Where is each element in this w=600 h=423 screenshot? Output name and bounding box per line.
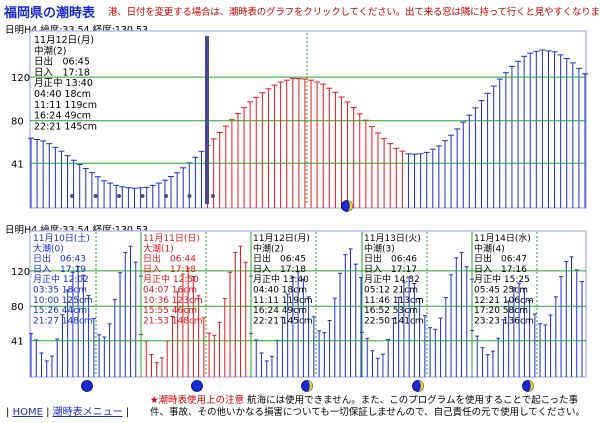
day-info-line: 日出 06:44	[143, 253, 196, 265]
day-info-line: 11月12日(月)	[253, 233, 310, 244]
hour-dot	[117, 194, 121, 198]
day-info-line: 16:52 53cm	[364, 306, 418, 316]
day-info-line: 月正中 12:50	[143, 273, 199, 285]
info-line: 04:40 18cm	[34, 89, 91, 100]
y-tick-label: 80	[11, 302, 24, 313]
instruction-text: 港、日付を変更する場合は、潮時表のグラフをクリックしてください。出て来る窓は隣に…	[108, 7, 600, 18]
day-info-line: 16:24 49cm	[253, 306, 307, 316]
info-line: 日出 06:45	[34, 56, 90, 68]
info-line: 22:21 145cm	[34, 121, 97, 132]
day-info-line: 21:27 148cm	[33, 316, 93, 326]
day-info-line: 10:36 123cm	[143, 296, 203, 306]
info-line: 中潮(2)	[34, 45, 66, 57]
day-info-line: 11月13日(火)	[364, 233, 421, 244]
bottom-chart-ref-lines	[30, 270, 586, 342]
day-info-line: 23:23 136cm	[474, 316, 534, 326]
day-info-line: 15:55 46cm	[143, 306, 197, 316]
day-info-line: 15:26 44cm	[33, 306, 87, 316]
hour-dot	[93, 194, 98, 198]
moon-phase-icon	[522, 380, 534, 392]
day-info-line: 中潮(2)	[253, 242, 284, 254]
day-info-line: 22:50 141cm	[364, 316, 424, 326]
moon-phase-icon	[301, 380, 313, 392]
notice-title: ★潮時表使用上の注意	[150, 395, 245, 406]
day-info-line: 月正中 13:40	[253, 273, 309, 285]
day-info-line: 11:46 113cm	[364, 296, 424, 306]
day-info-line: 日入 17:19	[33, 264, 86, 275]
notice-text: 航海には使用できません。また、このプログラムを使用することで起こった事件、事故、…	[150, 395, 586, 418]
top-chart-y-ticks: 41 80 120	[11, 73, 30, 170]
top-chart-ref-lines	[30, 76, 586, 164]
hour-dot	[211, 194, 215, 198]
page-title: 福岡県の潮時表	[4, 6, 96, 21]
day-info-line: 中潮(4)	[474, 242, 505, 254]
y-tick-label: 41	[11, 159, 24, 170]
day-info-line: 日出 06:45	[253, 253, 306, 265]
day-info-line: 17:20 58cm	[474, 306, 528, 316]
home-link[interactable]: HOME	[12, 407, 43, 418]
info-line: 日入 17:18	[34, 67, 90, 78]
day-info-line: 11月11日(日)	[143, 233, 200, 244]
usage-notice: ★潮時表使用上の注意 航海には使用できません。また、このプログラムを使用すること…	[150, 395, 596, 419]
day-info-line: 日出 06:46	[364, 253, 417, 265]
moon-phase-icon	[412, 380, 424, 392]
day-info-line: 04:40 18cm	[253, 286, 307, 296]
y-tick-label: 120	[11, 73, 30, 84]
day-info-line: 大潮(1)	[143, 242, 174, 254]
day-info-line: 日入 17:18	[143, 264, 196, 275]
tide-menu-link[interactable]: 潮時表メニュー	[52, 407, 123, 418]
day-info-line: 05:12 21cm	[364, 286, 418, 296]
day-info-line: 11:11 119cm	[253, 296, 313, 306]
info-line: 11:11 119cm	[34, 100, 97, 111]
footer-links: | HOME | 潮時表メニュー |	[6, 407, 130, 418]
day-info-line: 04:07 16cm	[143, 286, 197, 296]
day-info-line: 日出 06:43	[33, 253, 86, 265]
y-tick-label: 80	[11, 117, 24, 128]
top-chart-bars	[28, 49, 588, 208]
hour-dot	[140, 194, 145, 198]
y-tick-label: 120	[11, 267, 30, 278]
day-info-line: 日入 17:16	[474, 264, 527, 275]
day-info-line: 22:21 145cm	[253, 316, 313, 326]
day-info-line: 大潮(0)	[33, 242, 64, 254]
day-info-line: 中潮(3)	[364, 242, 395, 254]
bottom-chart-bars	[29, 245, 584, 377]
info-line: 月正中 13:40	[34, 77, 93, 89]
info-line: 16:24 49cm	[34, 111, 91, 122]
day-info-line: 日入 17:18	[253, 264, 306, 275]
day-info-line: 11月10日(土)	[33, 232, 90, 244]
hour-dot	[164, 194, 168, 198]
day-info-line: 日入 17:17	[364, 264, 417, 275]
day-info-line: 月正中 15:25	[474, 273, 530, 285]
top-chart-frame	[29, 30, 587, 209]
day-info-line: 21:53 148cm	[143, 316, 203, 326]
top-moon-phase-icon	[341, 200, 353, 212]
day-info-line: 日出 06:47	[474, 253, 527, 265]
hour-dot	[187, 194, 192, 198]
day-info-line: 03:35 18cm	[33, 286, 87, 296]
day-info-line: 11月14日(水)	[474, 232, 531, 244]
day-info-line: 月正中 12:02	[33, 273, 89, 285]
day-info-line: 12:21 106cm	[474, 296, 534, 306]
hour-dot	[70, 194, 74, 198]
day-info-line: 10:00 125cm	[33, 296, 93, 306]
moon-phase-icon	[81, 380, 93, 392]
info-line: 11月12日(月)	[34, 35, 94, 46]
day-info-line: 月正中 14:32	[364, 273, 420, 285]
top-chart-hour-dots	[70, 194, 215, 198]
bottom-chart-day-dividers	[95, 232, 538, 376]
moon-phase-icon	[191, 380, 203, 392]
bottom-moon-phase-icons	[81, 380, 534, 392]
moon-phase-icon	[341, 200, 353, 212]
bottom-chart-y-ticks: 41 80 120	[11, 267, 30, 348]
y-tick-label: 41	[11, 337, 24, 348]
day-info-line: 05:45 25cm	[474, 286, 528, 296]
